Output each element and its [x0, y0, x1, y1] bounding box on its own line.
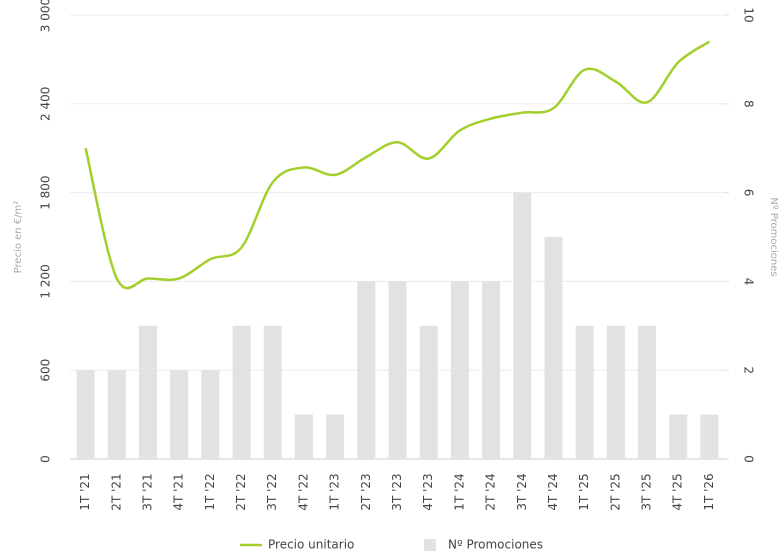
x-tick-label: 1T '24	[452, 473, 466, 510]
bar	[575, 325, 594, 459]
bar	[138, 325, 157, 459]
y-tick-label: 3 000	[39, 0, 53, 32]
bar	[450, 281, 469, 459]
bar	[419, 325, 438, 459]
y2-axis-title: Nº Promociones	[768, 197, 779, 276]
bar	[232, 325, 251, 459]
x-tick-label: 1T '26	[702, 473, 716, 510]
legend-label: Precio unitario	[268, 538, 354, 552]
x-tick-label: 1T '22	[203, 473, 217, 510]
x-tick-label: 3T '23	[390, 473, 404, 510]
legend-swatch	[424, 539, 436, 551]
y-tick-label: 1 200	[39, 264, 53, 298]
x-tick-label: 1T '25	[577, 473, 591, 510]
y2-tick-label: 4	[742, 278, 756, 286]
y2-tick-label: 6	[742, 189, 756, 197]
x-tick-label: 3T '22	[265, 473, 279, 510]
y-tick-label: 0	[39, 455, 53, 463]
x-tick-label: 4T '22	[296, 473, 310, 510]
bar	[513, 192, 532, 459]
x-tick-label: 2T '25	[608, 473, 622, 510]
bar	[326, 414, 345, 459]
bar	[606, 325, 625, 459]
x-tick-label: 2T '22	[234, 473, 248, 510]
bar	[201, 370, 220, 459]
bar	[669, 414, 688, 459]
y2-tick-label: 8	[742, 100, 756, 108]
x-tick-label: 3T '21	[140, 473, 154, 510]
x-tick-label: 3T '24	[515, 473, 529, 510]
y-axis-title: Precio en €/m²	[13, 201, 24, 274]
bar	[700, 414, 719, 459]
bar	[294, 414, 313, 459]
x-tick-label: 4T '24	[546, 473, 560, 510]
x-tick-label: 2T '24	[484, 473, 498, 510]
x-tick-label: 4T '21	[172, 473, 186, 510]
x-tick-label: 2T '21	[109, 473, 123, 510]
bar	[544, 237, 563, 459]
bar	[76, 370, 95, 459]
bar	[107, 370, 126, 459]
y2-tick-label: 10	[742, 7, 756, 22]
x-tick-label: 3T '25	[640, 473, 654, 510]
bar	[638, 325, 657, 459]
y2-tick-label: 0	[742, 455, 756, 463]
y-tick-label: 2 400	[39, 87, 53, 121]
bar	[170, 370, 189, 459]
line	[84, 40, 711, 290]
bar	[263, 325, 282, 459]
x-tick-label: 4T '25	[671, 473, 685, 510]
bar	[388, 281, 407, 459]
y-tick-label: 1 800	[39, 175, 53, 209]
legend-label: Nº Promociones	[448, 538, 543, 552]
x-tick-label: 2T '23	[359, 473, 373, 510]
x-tick-label: 1T '23	[328, 473, 342, 510]
x-tick-label: 1T '21	[78, 473, 92, 510]
x-tick-label: 4T '23	[421, 473, 435, 510]
y2-tick-label: 2	[742, 366, 756, 374]
bar	[357, 281, 376, 459]
y-tick-label: 600	[39, 359, 53, 382]
bar	[482, 281, 501, 459]
